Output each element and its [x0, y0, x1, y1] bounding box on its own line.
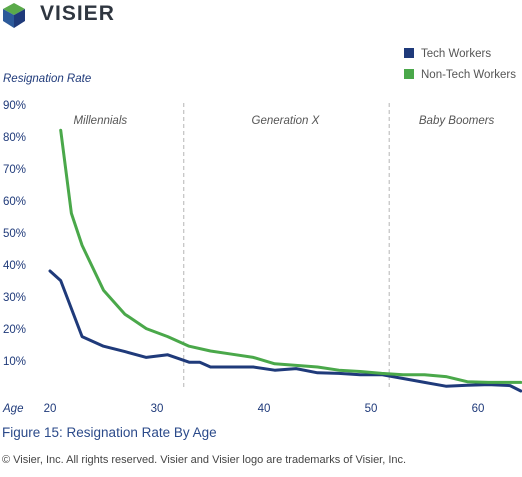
y-tick-label: 10%	[3, 356, 26, 368]
era-label: Generation X	[252, 115, 321, 127]
era-dividers	[183, 103, 390, 390]
brand-name: VISIER	[40, 2, 115, 25]
era-labels: Millennials Generation X Baby Boomers	[73, 115, 494, 127]
y-axis-ticks: 10% 20% 30% 40% 50% 60% 70% 80% 90%	[3, 100, 26, 368]
x-tick-label: 40	[258, 403, 271, 415]
resignation-chart: Millennials Generation X Baby Boomers 10% 2…	[2, 48, 522, 415]
y-tick-label: 30%	[3, 292, 26, 304]
era-label: Millennials	[73, 115, 127, 127]
era-label: Baby Boomers	[419, 115, 495, 127]
y-tick-label: 50%	[3, 228, 26, 240]
x-tick-label: 30	[151, 403, 164, 415]
x-tick-label: 50	[365, 403, 378, 415]
y-tick-label: 70%	[3, 164, 26, 176]
series-lines	[48, 128, 522, 393]
figure-caption: Figure 15: Resignation Rate By Age	[2, 425, 217, 440]
x-tick-label: 20	[44, 403, 57, 415]
legend-swatch	[404, 48, 414, 58]
x-tick-label: 60	[472, 403, 485, 415]
y-tick-label: 80%	[3, 132, 26, 144]
copyright-notice: © Visier, Inc. All rights reserved. Visi…	[2, 454, 407, 466]
y-tick-label: 40%	[3, 260, 26, 272]
legend-swatch	[404, 69, 414, 79]
series-line	[48, 269, 522, 393]
series-line	[59, 128, 522, 384]
x-axis-ticks: 20 30 40 50 60	[44, 403, 485, 415]
logo-mark-right	[14, 9, 25, 28]
logo-mark-left	[3, 9, 14, 28]
y-tick-label: 60%	[3, 196, 26, 208]
legend-label: Tech Workers	[421, 48, 491, 60]
legend-label: Non-Tech Workers	[421, 69, 516, 81]
visier-logo	[3, 3, 25, 28]
chart-legend: Tech Workers Non-Tech Workers	[404, 48, 516, 81]
x-axis-label: Age	[2, 403, 23, 415]
y-tick-label: 20%	[3, 324, 26, 336]
y-tick-label: 90%	[3, 100, 26, 112]
y-axis-label: Resignation Rate	[3, 73, 91, 85]
